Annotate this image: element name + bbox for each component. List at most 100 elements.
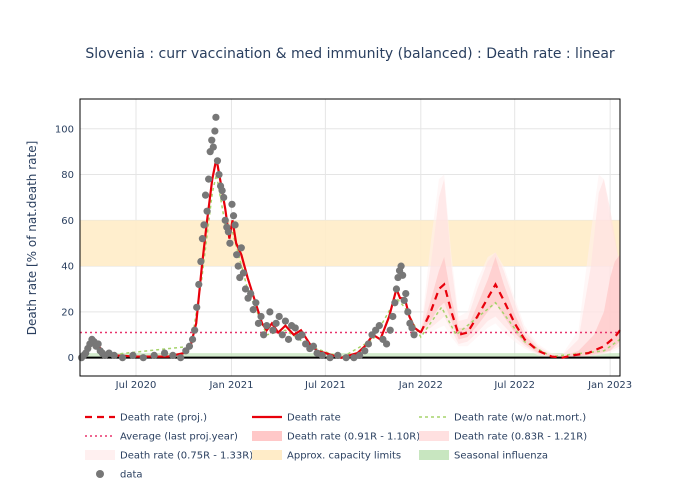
data-point xyxy=(302,340,310,348)
data-point xyxy=(391,299,399,307)
legend-item: Average (last proj.year) xyxy=(85,432,238,443)
data-point xyxy=(228,200,236,208)
band-083r-121r xyxy=(420,179,620,358)
chart-title: Slovenia : curr vaccination & med immuni… xyxy=(85,46,615,62)
data-point xyxy=(218,186,226,195)
data-point xyxy=(266,308,274,316)
data-point xyxy=(215,170,223,179)
data-point xyxy=(278,331,286,339)
legend-item: Death rate xyxy=(252,413,341,424)
data-point xyxy=(326,354,334,362)
ticks: 0 20 40 60 80 100 Jul 2020 Jan 2021 Jul 2021 Jan … xyxy=(55,124,632,391)
x-tick-label: Jul 2022 xyxy=(493,380,535,391)
data-point xyxy=(382,340,391,348)
data-point xyxy=(221,216,229,224)
data-point xyxy=(224,228,232,236)
data-point xyxy=(177,354,185,362)
data-point xyxy=(139,354,147,362)
legend-item: data xyxy=(96,470,143,481)
data-point xyxy=(410,331,418,339)
legend-swatch xyxy=(252,450,282,460)
data-point xyxy=(212,113,220,121)
y-axis-title: Death rate [% of nat.death rate] xyxy=(25,141,39,336)
data-point xyxy=(237,244,245,252)
legend-item: Death rate (w/o nat.mort.) xyxy=(419,413,586,424)
data-point xyxy=(355,351,364,359)
y-tick-label: 40 xyxy=(61,262,74,273)
data-point xyxy=(342,354,350,362)
data-point xyxy=(399,271,407,279)
data-point xyxy=(400,296,408,305)
data-point xyxy=(408,324,416,332)
plot-border xyxy=(79,98,621,377)
legend-swatch xyxy=(252,431,282,441)
x-tick-label: Jan 2021 xyxy=(208,380,253,391)
legend-label: data xyxy=(120,470,143,481)
data-point xyxy=(334,351,342,359)
data-point xyxy=(169,351,177,359)
data-point xyxy=(205,175,213,183)
data-point xyxy=(188,335,197,343)
data-point xyxy=(201,191,210,199)
data-point xyxy=(249,306,257,314)
data-point xyxy=(193,303,201,311)
data-point xyxy=(260,331,268,339)
data-point xyxy=(213,157,222,165)
legend-swatch xyxy=(419,450,449,460)
legend-label: Death rate (0.75R - 1.33R) xyxy=(120,451,253,462)
y-tick-label: 80 xyxy=(61,170,74,181)
data-point xyxy=(275,312,283,321)
legend-label: Death rate (0.83R - 1.21R) xyxy=(454,432,587,443)
data-point xyxy=(241,285,250,293)
legend-item: Seasonal influenza xyxy=(419,450,548,462)
x-tick-label: Jan 2022 xyxy=(398,380,443,391)
legend-label: Death rate (proj.) xyxy=(120,413,207,424)
data-point xyxy=(269,326,277,334)
data-point xyxy=(272,319,280,327)
data-point xyxy=(195,280,203,289)
legend-item: Death rate (0.83R - 1.21R) xyxy=(419,431,587,443)
data-point xyxy=(211,127,219,135)
y-tick-label: 0 xyxy=(68,353,74,364)
data-point xyxy=(254,319,263,327)
legend-label: Average (last proj.year) xyxy=(120,432,238,443)
data-point xyxy=(364,340,373,348)
data-point xyxy=(226,239,234,247)
data-point xyxy=(220,193,228,202)
data-point xyxy=(234,262,242,270)
data-point xyxy=(361,347,369,355)
legend-label: Death rate (w/o nat.mort.) xyxy=(454,413,586,424)
legend-label: Approx. capacity limits xyxy=(287,451,401,462)
legend-swatch xyxy=(96,470,104,478)
data-point xyxy=(392,285,401,293)
data-point xyxy=(231,221,239,229)
data-point xyxy=(150,351,158,359)
legend-item: Death rate (0.91R - 1.10R) xyxy=(252,431,420,443)
legend-swatch xyxy=(419,431,449,441)
legend-item: Approx. capacity limits xyxy=(252,450,401,462)
data-point xyxy=(118,354,127,362)
capacity-band xyxy=(80,220,620,267)
x-tick-label: Jul 2020 xyxy=(115,380,157,391)
data-point xyxy=(252,299,260,307)
data-point xyxy=(284,335,293,343)
data-point xyxy=(203,207,211,215)
legend: Death rate (proj.) Death rate Death rate (… xyxy=(85,413,587,481)
data-point xyxy=(404,308,412,316)
data-point xyxy=(129,351,137,359)
data-point xyxy=(247,289,255,298)
data-point xyxy=(94,340,102,348)
data-points xyxy=(77,113,418,362)
plot-frame xyxy=(79,98,621,377)
data-point xyxy=(239,269,248,277)
data-point xyxy=(229,212,238,220)
data-point xyxy=(397,262,405,270)
y-tick-label: 20 xyxy=(61,307,74,318)
legend-swatch xyxy=(85,450,115,460)
data-point xyxy=(298,331,306,339)
series-death-rate-proj xyxy=(419,282,621,359)
data-point xyxy=(185,342,194,350)
data-point xyxy=(389,312,397,321)
legend-label: Death rate xyxy=(287,413,341,424)
